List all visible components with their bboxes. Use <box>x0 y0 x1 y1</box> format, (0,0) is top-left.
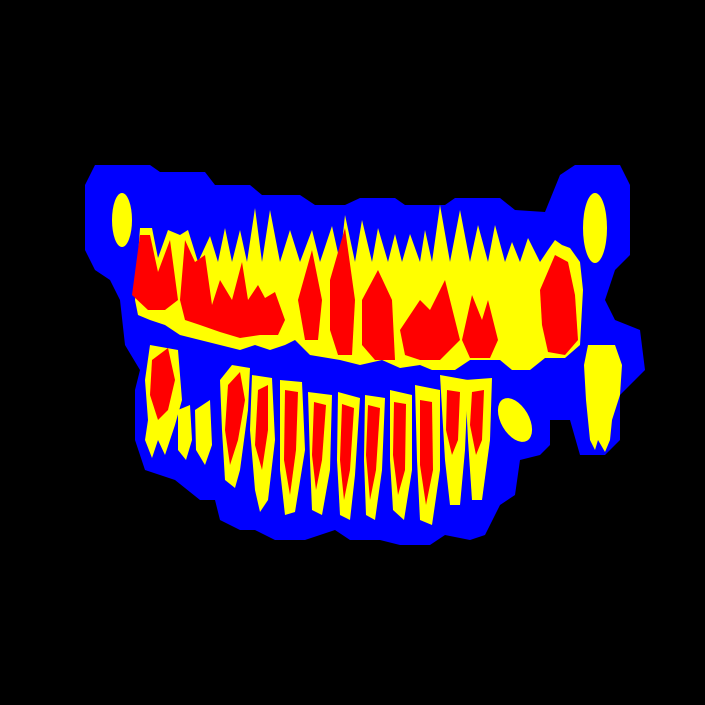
lower-pulp-8 <box>420 400 433 505</box>
lower-pulp-5 <box>340 404 354 500</box>
lower-tooth-1 <box>178 405 192 460</box>
upper-left-molar-pulp <box>132 235 178 310</box>
upper-pulp-1 <box>298 250 322 340</box>
lower-pulp-9 <box>446 390 460 455</box>
lower-tooth-2 <box>195 400 212 465</box>
isolated-tooth-left <box>112 193 132 247</box>
upper-pulp-4 <box>400 280 460 360</box>
upper-pulp-2 <box>330 228 355 355</box>
upper-pulp-5 <box>462 295 498 358</box>
pulp-regions <box>132 228 578 505</box>
lower-left-pulp <box>150 348 175 420</box>
lower-tooth-13 <box>497 398 533 442</box>
lower-pulp-2 <box>255 385 268 470</box>
upper-pulp-3 <box>362 270 395 360</box>
lower-pulp-3 <box>284 390 298 495</box>
lower-pulp-10 <box>470 390 484 455</box>
lower-pulp-7 <box>393 402 406 495</box>
isolated-tooth-right <box>583 193 607 263</box>
lower-pulp-4 <box>312 402 326 490</box>
isolated-tooth-lower-right <box>584 345 622 452</box>
upper-tooth-pulp-row <box>180 240 285 338</box>
upper-right-pulp <box>540 255 578 355</box>
lower-pulp-1 <box>225 372 245 465</box>
lower-pulp-6 <box>366 405 380 500</box>
